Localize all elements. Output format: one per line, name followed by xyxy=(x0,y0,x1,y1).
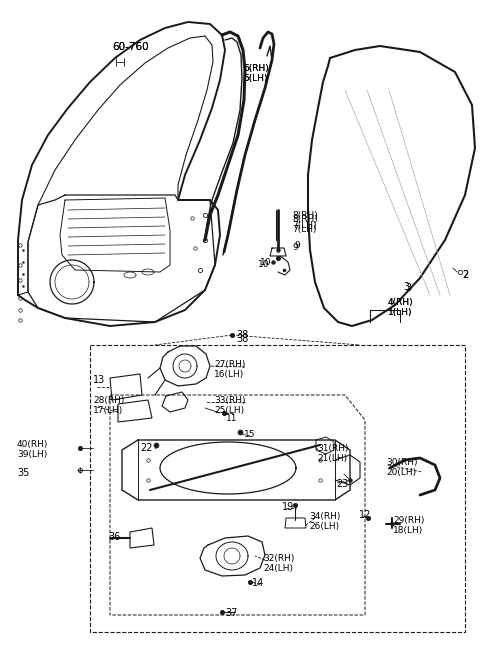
Text: 2: 2 xyxy=(462,270,468,280)
Text: 16(LH): 16(LH) xyxy=(214,370,244,379)
Text: 4(RH): 4(RH) xyxy=(388,298,414,307)
Text: 38: 38 xyxy=(236,330,248,340)
Text: 22: 22 xyxy=(140,443,153,453)
Text: 9: 9 xyxy=(294,241,300,250)
Text: 28(RH): 28(RH) xyxy=(93,396,124,405)
Text: 37: 37 xyxy=(225,608,238,618)
Text: 13: 13 xyxy=(93,375,105,385)
Text: 35: 35 xyxy=(17,468,29,478)
Text: 24(LH): 24(LH) xyxy=(263,564,293,573)
Text: 5(LH): 5(LH) xyxy=(243,74,267,83)
Text: 10: 10 xyxy=(260,258,272,267)
Text: 6(RH): 6(RH) xyxy=(243,64,269,73)
Text: 40(RH): 40(RH) xyxy=(17,440,48,449)
Text: 60-760: 60-760 xyxy=(112,42,149,52)
Text: 30(RH): 30(RH) xyxy=(386,458,418,467)
Text: 23: 23 xyxy=(336,479,348,489)
Text: 3: 3 xyxy=(405,283,411,293)
Text: 3: 3 xyxy=(403,282,409,292)
Text: 25(LH): 25(LH) xyxy=(214,406,244,415)
Text: 39(LH): 39(LH) xyxy=(17,450,47,459)
Text: 1(LH): 1(LH) xyxy=(388,308,412,317)
Text: 7(LH): 7(LH) xyxy=(292,225,316,234)
Text: 8(RH): 8(RH) xyxy=(292,215,318,224)
Text: 31(RH): 31(RH) xyxy=(317,444,348,453)
Text: 2: 2 xyxy=(462,270,468,280)
Text: 19: 19 xyxy=(282,502,294,512)
Text: 26(LH): 26(LH) xyxy=(309,522,339,531)
Text: 36: 36 xyxy=(108,532,120,542)
Text: 27(RH): 27(RH) xyxy=(214,360,245,369)
Text: 9: 9 xyxy=(292,243,298,252)
Text: 32(RH): 32(RH) xyxy=(263,554,294,563)
Text: 11: 11 xyxy=(226,414,238,423)
Text: 6(RH): 6(RH) xyxy=(243,64,269,73)
Text: 29(RH): 29(RH) xyxy=(393,516,424,525)
Text: 8(RH): 8(RH) xyxy=(292,211,318,220)
Text: 1(LH): 1(LH) xyxy=(388,308,412,317)
Text: 21(LH): 21(LH) xyxy=(317,454,347,463)
Text: 38: 38 xyxy=(236,334,248,344)
Text: 7(LH): 7(LH) xyxy=(292,221,316,230)
Text: 60-760: 60-760 xyxy=(112,42,149,52)
Text: 15: 15 xyxy=(244,430,255,439)
Text: 12: 12 xyxy=(359,510,372,520)
Text: 14: 14 xyxy=(252,578,264,588)
Text: 34(RH): 34(RH) xyxy=(309,512,340,521)
Text: 5(LH): 5(LH) xyxy=(243,74,267,83)
Text: 4(RH): 4(RH) xyxy=(388,298,414,307)
Text: 18(LH): 18(LH) xyxy=(393,526,423,535)
Text: 33(RH): 33(RH) xyxy=(214,396,245,405)
Text: 10: 10 xyxy=(258,260,269,269)
Text: 17(LH): 17(LH) xyxy=(93,406,123,415)
Text: 20(LH): 20(LH) xyxy=(386,468,416,477)
